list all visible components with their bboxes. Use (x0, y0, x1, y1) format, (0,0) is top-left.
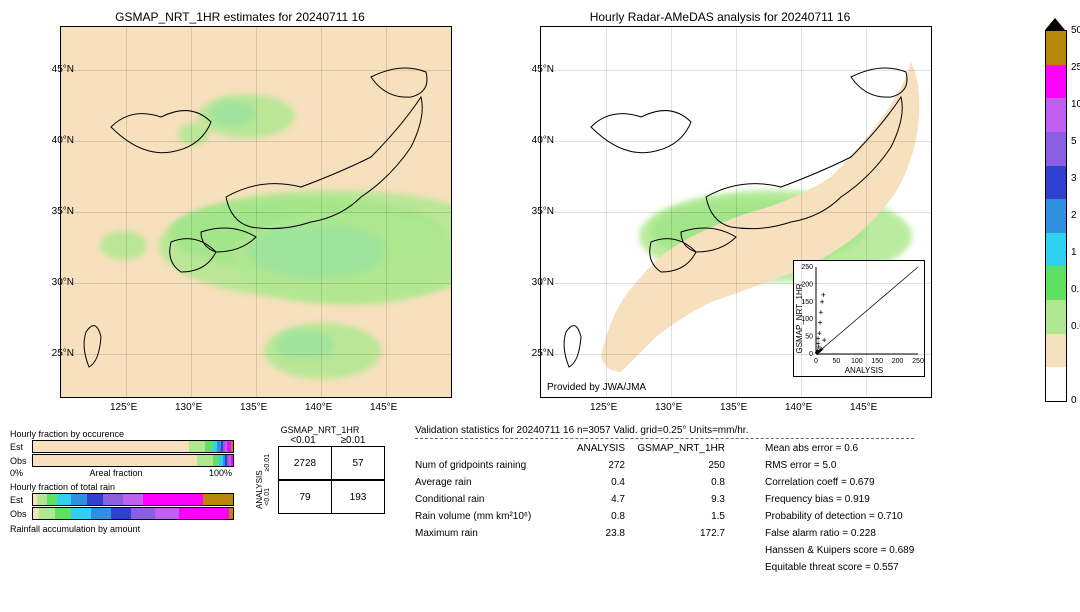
bar-obs-total (32, 507, 234, 520)
scatter-inset: 005050100100150150200200250250ANALYSISGS… (793, 260, 925, 377)
svg-text:50: 50 (805, 334, 813, 341)
maps-row: GSMAP_NRT_1HR estimates for 20240711 16 … (10, 10, 1070, 410)
ct-row-header: ANALYSIS (255, 435, 264, 514)
provided-by: Provided by JWA/JMA (547, 382, 646, 393)
svg-text:200: 200 (892, 358, 904, 365)
ct-01: 57 (332, 447, 385, 480)
ct-10: 79 (279, 481, 332, 514)
ct-11: 193 (332, 481, 385, 514)
bar-obs-occurrence (32, 454, 234, 467)
bar-est-occurrence (32, 440, 234, 453)
svg-text:50: 50 (833, 358, 841, 365)
bottom-row: Hourly fraction by occurence Est Obs 0% … (10, 425, 1070, 573)
svg-text:250: 250 (801, 264, 813, 271)
x0: 0% (10, 468, 23, 478)
stats-column: Mean abs error = 0.6RMS error = 5.0Corre… (765, 443, 914, 573)
accum-title: Rainfall accumulation by amount (10, 524, 240, 534)
est-label: Est (10, 442, 32, 452)
xlabel: Areal fraction (89, 468, 142, 478)
svg-text:ANALYSIS: ANALYSIS (845, 366, 884, 375)
validation-stats: Validation statistics for 20240711 16 n=… (415, 425, 914, 573)
colorbar-top-arrow (1045, 18, 1065, 30)
svg-text:100: 100 (851, 358, 863, 365)
map-left-title: GSMAP_NRT_1HR estimates for 20240711 16 (10, 10, 470, 24)
ct-00: 2728 (279, 447, 332, 480)
colorbar: 50251053210.50.010 (1045, 30, 1065, 400)
svg-text:250: 250 (912, 358, 924, 365)
obs-label: Obs (10, 456, 32, 466)
ct-col-header: GSMAP_NRT_1HR (255, 425, 385, 435)
validation-title: Validation statistics for 20240711 16 n=… (415, 425, 914, 439)
map-right-plot: 005050100100150150200200250250ANALYSISGS… (540, 26, 932, 398)
val-h1: GSMAP_NRT_1HR (635, 443, 735, 454)
ct-col-0: <0.01 (278, 435, 328, 446)
svg-text:GSMAP_NRT_1HR: GSMAP_NRT_1HR (795, 283, 804, 353)
val-h0: ANALYSIS (565, 443, 635, 454)
map-left-plot (60, 26, 452, 398)
map-right-container: Hourly Radar-AMeDAS analysis for 2024071… (490, 10, 950, 410)
svg-text:150: 150 (871, 358, 883, 365)
bar-est-total (32, 493, 234, 506)
ct-col-1: ≥0.01 (328, 435, 378, 446)
map-left-container: GSMAP_NRT_1HR estimates for 20240711 16 … (10, 10, 470, 410)
map-right-title: Hourly Radar-AMeDAS analysis for 2024071… (490, 10, 950, 24)
totalrain-title: Hourly fraction of total rain (10, 482, 240, 492)
fraction-bars: Hourly fraction by occurence Est Obs 0% … (10, 425, 240, 573)
occurrence-title: Hourly fraction by occurence (10, 429, 240, 439)
contingency-table: GSMAP_NRT_1HR ANALYSIS <0.01 ≥0.01 ≥0.01… (255, 425, 385, 573)
x1: 100% (209, 468, 232, 478)
svg-text:0: 0 (814, 358, 818, 365)
